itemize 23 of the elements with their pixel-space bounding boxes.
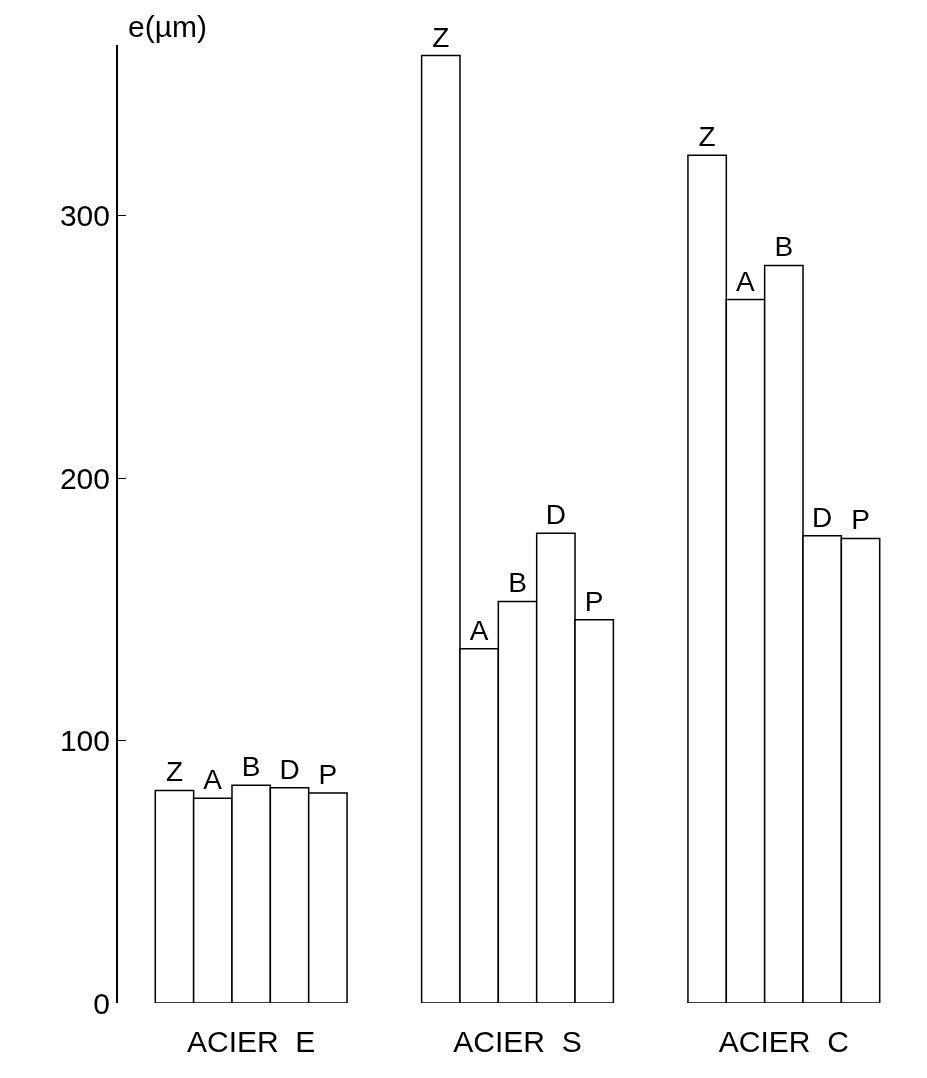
text: Z (698, 121, 716, 153)
y-tick-label: 100 (59, 724, 110, 758)
y-tick-label: 200 (59, 461, 110, 495)
y-tick-label: 300 (59, 199, 110, 233)
text: B (774, 231, 794, 263)
text: A (735, 265, 755, 297)
series-label: B (241, 751, 261, 783)
text: P (851, 504, 870, 536)
text: Z (432, 21, 450, 53)
text: P (584, 585, 604, 617)
text: B (508, 567, 527, 599)
text: D (545, 499, 566, 531)
series-label: P (318, 759, 338, 791)
series-label: A (203, 764, 223, 796)
y-axis-title: e(µm) (128, 10, 207, 43)
series-label: D (279, 753, 300, 785)
x-tick-label: ACIER S (453, 1025, 582, 1058)
x-tick-label: ACIER C (718, 1025, 849, 1058)
x-tick-label: ACIER E (186, 1025, 316, 1058)
text: A (469, 614, 489, 646)
text: D (812, 501, 833, 533)
series-label: Z (165, 756, 184, 788)
y-tick-label: 0 (93, 986, 110, 1020)
